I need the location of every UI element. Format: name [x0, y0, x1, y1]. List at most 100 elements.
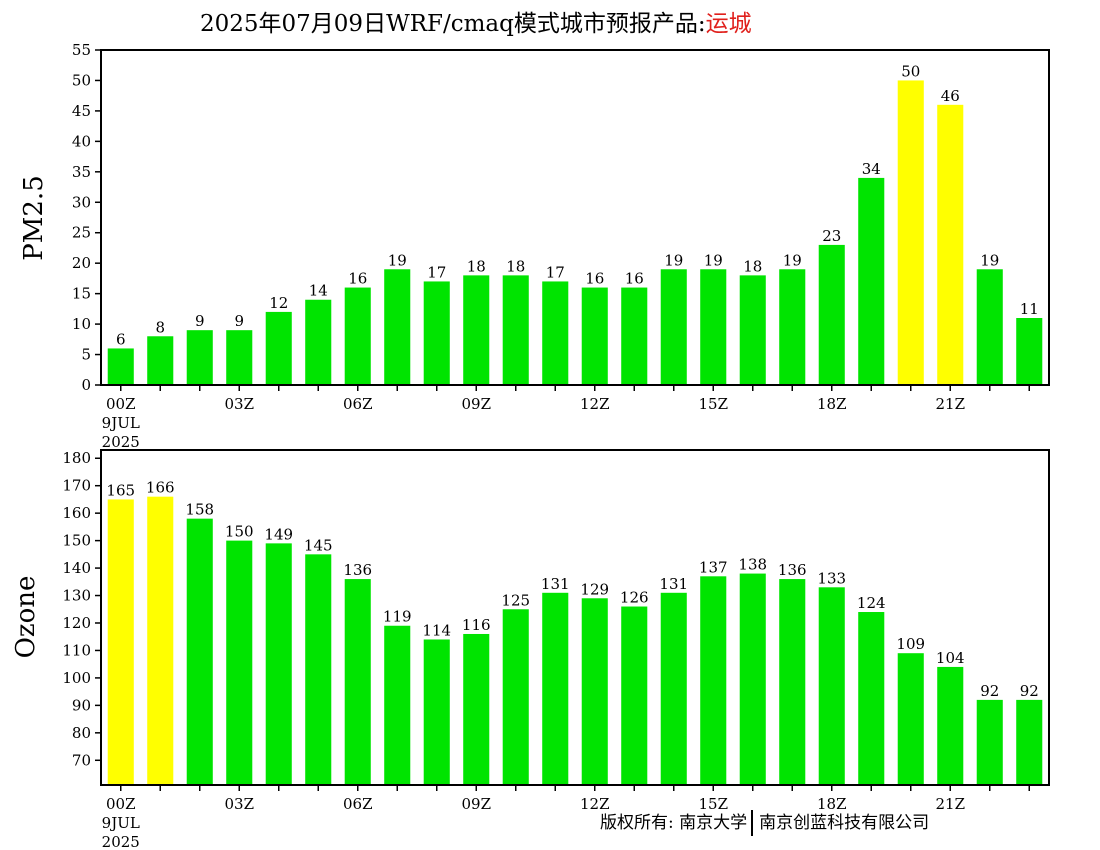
- x-tick-label: 18Z: [817, 395, 847, 413]
- y-tick-label: 140: [62, 559, 91, 577]
- y-tick-label: 15: [72, 285, 91, 303]
- y-tick-label: 0: [81, 376, 91, 394]
- bar-value-label: 19: [980, 251, 999, 269]
- plot-frame: [100, 49, 1050, 386]
- bar-value-label: 125: [501, 591, 530, 609]
- bar-value-label: 9: [234, 312, 244, 330]
- bar-value-label: 18: [467, 257, 486, 275]
- bar-value-label: 145: [304, 536, 333, 554]
- bar-value-label: 8: [155, 318, 165, 336]
- bar-08Z: [423, 281, 450, 385]
- bar-value-label: 19: [388, 251, 407, 269]
- bar-value-label: 136: [778, 561, 807, 579]
- y-tick-label: 150: [62, 532, 91, 550]
- bar-14Z: [660, 269, 687, 385]
- x-tick-label: 2025: [102, 433, 140, 451]
- bar-value-label: 92: [1020, 682, 1039, 700]
- y-tick-label: 90: [72, 696, 91, 714]
- y-tick-label: 35: [72, 163, 91, 181]
- copyright-left: 版权所有: 南京大学: [600, 813, 748, 833]
- bar-09Z: [463, 275, 490, 385]
- x-tick-label: 9JUL: [102, 414, 140, 432]
- x-tick-label: 21Z: [935, 795, 965, 813]
- bar-21Z: [937, 104, 964, 385]
- bar-value-label: 50: [901, 62, 920, 80]
- bar-05Z: [305, 299, 332, 385]
- bar-19Z: [858, 177, 885, 385]
- bar-value-label: 165: [106, 481, 135, 499]
- bar-value-label: 137: [699, 558, 728, 576]
- bar-value-label: 18: [743, 257, 762, 275]
- bar-value-label: 129: [580, 580, 609, 598]
- y-tick-label: 70: [72, 751, 91, 769]
- bar-value-label: 19: [664, 251, 683, 269]
- bar-21Z: [937, 666, 964, 785]
- y-tick-label: 160: [62, 504, 91, 522]
- y-tick-label: 30: [72, 193, 91, 211]
- bar-01Z: [147, 336, 174, 385]
- bar-10Z: [502, 275, 529, 385]
- y-tick-label: 5: [81, 346, 91, 364]
- bar-18Z: [818, 587, 845, 785]
- bar-11Z: [542, 281, 569, 385]
- bar-20Z: [897, 653, 924, 785]
- y-tick-label: 50: [72, 71, 91, 89]
- bar-value-label: 166: [146, 479, 175, 497]
- bar-value-label: 133: [817, 569, 846, 587]
- bar-value-label: 9: [195, 312, 205, 330]
- x-tick-label: 00Z: [106, 395, 136, 413]
- bar-value-label: 104: [936, 649, 965, 667]
- bar-20Z: [897, 80, 924, 385]
- bar-value-label: 18: [506, 257, 525, 275]
- bar-value-label: 109: [896, 635, 925, 653]
- x-tick-label: 18Z: [817, 795, 847, 813]
- bar-value-label: 149: [264, 525, 293, 543]
- x-tick-label: 03Z: [224, 795, 254, 813]
- bar-value-label: 11: [1020, 300, 1039, 318]
- bar-16Z: [739, 275, 766, 385]
- title-main: 2025年07月09日WRF/cmaq模式城市预报产品:: [200, 11, 706, 37]
- x-tick-label: 03Z: [224, 395, 254, 413]
- bar-06Z: [344, 579, 371, 785]
- bar-value-label: 12: [269, 294, 288, 312]
- bar-02Z: [186, 330, 213, 385]
- bar-17Z: [779, 269, 806, 385]
- bar-17Z: [779, 579, 806, 785]
- bar-22Z: [976, 269, 1003, 385]
- x-tick-label: 15Z: [698, 395, 728, 413]
- plot-frame: [100, 449, 1050, 786]
- x-tick-label: 06Z: [343, 795, 373, 813]
- bar-value-label: 6: [116, 330, 126, 348]
- bar-04Z: [265, 543, 292, 785]
- bar-value-label: 124: [857, 594, 886, 612]
- y-tick-label: 170: [62, 477, 91, 495]
- y-tick-label: 25: [72, 224, 91, 242]
- x-tick-label: 15Z: [698, 795, 728, 813]
- bar-12Z: [581, 287, 608, 385]
- bar-15Z: [700, 269, 727, 385]
- x-tick-label: 00Z: [106, 795, 136, 813]
- bar-value-label: 136: [343, 561, 372, 579]
- bar-22Z: [976, 699, 1003, 785]
- bar-19Z: [858, 612, 885, 785]
- y-tick-label: 40: [72, 132, 91, 150]
- bar-13Z: [621, 606, 648, 785]
- bar-value-label: 116: [462, 616, 491, 634]
- copyright-right: 南京创蓝科技有限公司: [759, 813, 930, 833]
- ozone-panel: 165 166 158 150 149 145 136 119 114 116 125 131 129 1…: [11, 449, 1050, 850]
- bar-value-label: 19: [783, 251, 802, 269]
- bar-09Z: [463, 633, 490, 785]
- bar-value-label: 92: [980, 682, 999, 700]
- bar-value-label: 131: [659, 575, 688, 593]
- x-tick-label: 09Z: [461, 795, 491, 813]
- y-tick-label: 100: [62, 669, 91, 687]
- y-axis-label: PM2.5: [19, 175, 49, 260]
- bar-23Z: [1016, 699, 1043, 785]
- bar-03Z: [226, 540, 253, 785]
- bar-value-label: 158: [185, 501, 214, 519]
- y-tick-label: 80: [72, 724, 91, 742]
- bar-00Z: [107, 348, 134, 385]
- bar-value-label: 16: [348, 270, 367, 288]
